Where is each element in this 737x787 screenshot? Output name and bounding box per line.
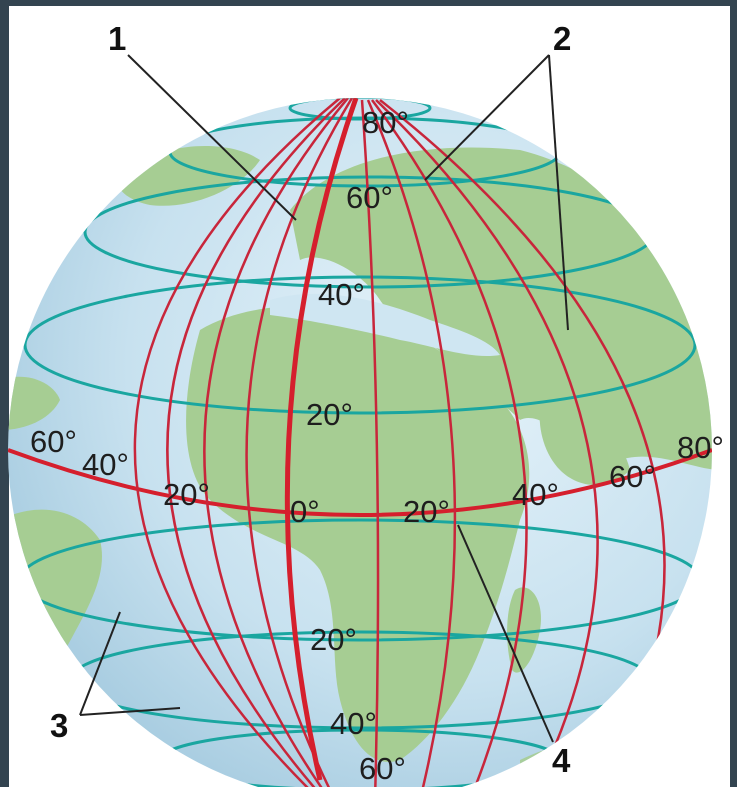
frame-left	[0, 0, 9, 787]
leader-1	[127, 54, 297, 221]
mediterranean-sea	[270, 293, 500, 357]
frame-top	[0, 0, 737, 6]
callout-1: 1	[108, 20, 126, 57]
latitude-label-80n: 80°	[362, 105, 409, 140]
longitude-label-60e: 60°	[609, 459, 656, 494]
land-arabia	[539, 408, 630, 485]
callout-3: 3	[50, 707, 68, 744]
latitude-label-60s: 60°	[359, 751, 406, 786]
latitude-label-60n: 60°	[346, 180, 393, 215]
latitude-label-20s: 20°	[310, 622, 357, 657]
leader-4	[457, 524, 554, 743]
latitude-label-40s: 40°	[330, 706, 377, 741]
meridian-e40	[366, 99, 457, 787]
callout-4: 4	[552, 742, 571, 779]
callout-2: 2	[553, 20, 571, 57]
land-north-america	[8, 376, 60, 430]
meridian-w20	[245, 98, 354, 787]
longitude-label-60w: 60°	[30, 424, 77, 459]
meridian-w80	[133, 98, 341, 787]
longitude-label-0: 0°	[290, 494, 320, 529]
longitude-label-80e: 80°	[677, 430, 724, 465]
longitude-label-20e: 20°	[403, 494, 450, 529]
land-africa	[186, 306, 530, 762]
leader-3a	[79, 611, 121, 716]
longitude-label-40w: 40°	[82, 447, 129, 482]
latitude-label-20n: 20°	[306, 397, 353, 432]
meridian-w40	[203, 98, 349, 787]
latitude-label-40n: 40°	[318, 277, 365, 312]
leader-3b	[79, 707, 181, 716]
frame-right	[730, 0, 737, 787]
meridian-e20	[360, 99, 380, 787]
meridian-e80	[375, 99, 599, 787]
longitude-label-40e: 40°	[512, 477, 559, 512]
graticule	[8, 98, 712, 787]
leader-2b	[548, 54, 569, 331]
prime-meridian	[284, 98, 359, 781]
longitude-label-20w: 20°	[163, 477, 210, 512]
meridian-e60	[371, 99, 528, 787]
leader-2a	[424, 54, 550, 181]
parallel-20n	[23, 275, 697, 415]
equator-line	[8, 448, 712, 517]
leader-lines	[79, 54, 569, 743]
meridian-w60	[166, 98, 346, 787]
